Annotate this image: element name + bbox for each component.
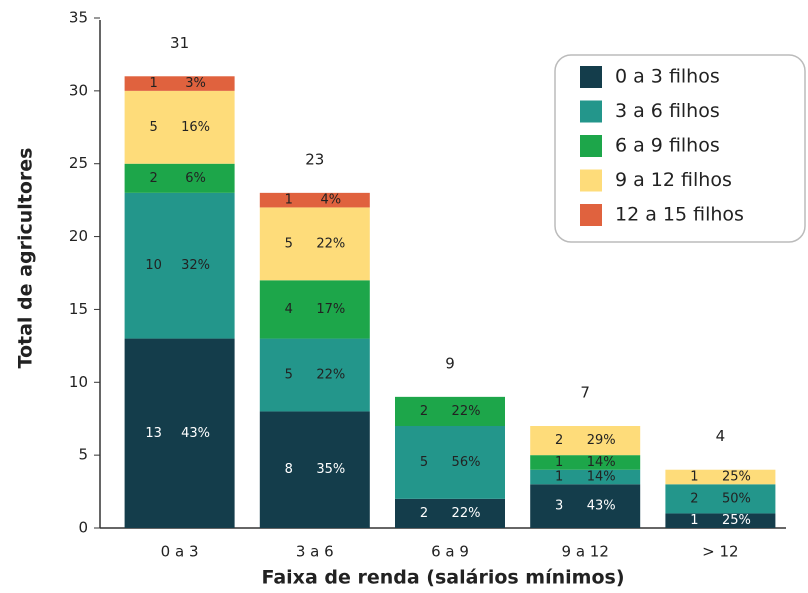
bar-segment xyxy=(124,163,235,193)
bar-total: 4 xyxy=(716,427,726,445)
y-tick-label: 5 xyxy=(78,446,88,464)
segment-share: 17% xyxy=(316,302,345,317)
bar-total: 7 xyxy=(580,384,590,402)
segment-share: 32% xyxy=(181,258,210,273)
bar-segment xyxy=(665,513,776,528)
segment-share: 16% xyxy=(181,120,210,135)
x-tick-label: 0 a 3 xyxy=(161,543,199,561)
y-tick-label: 0 xyxy=(78,519,88,537)
legend-swatch xyxy=(580,169,602,192)
y-tick-label: 10 xyxy=(69,373,88,391)
bar-segment xyxy=(530,426,641,456)
segment-share: 6% xyxy=(185,171,206,186)
bar-segment xyxy=(530,484,641,528)
segment-value: 2 xyxy=(555,433,563,448)
y-tick-label: 15 xyxy=(69,300,88,318)
legend-box xyxy=(554,54,806,243)
bar-segment xyxy=(124,192,235,339)
segment-value: 2 xyxy=(149,171,157,186)
segment-value: 1 xyxy=(690,470,698,485)
segment-value: 10 xyxy=(145,258,162,273)
y-tick-label: 35 xyxy=(69,9,88,27)
y-tick-label: 30 xyxy=(69,81,88,99)
bar-total: 23 xyxy=(305,150,324,168)
segment-share: 56% xyxy=(452,455,481,470)
x-tick-label: 9 a 12 xyxy=(562,543,609,561)
segment-value: 5 xyxy=(285,368,293,383)
segment-share: 14% xyxy=(587,470,616,485)
segment-share: 4% xyxy=(320,193,341,208)
bar-segment xyxy=(665,469,776,485)
segment-share: 25% xyxy=(722,513,751,528)
segment-value: 13 xyxy=(145,426,162,441)
bar-segment xyxy=(530,469,641,485)
segment-value: 4 xyxy=(285,302,293,317)
segment-share: 22% xyxy=(316,236,345,251)
bar-segment xyxy=(124,90,235,164)
segment-share: 22% xyxy=(452,404,481,419)
segment-value: 3 xyxy=(555,499,563,514)
segment-share: 22% xyxy=(316,368,345,383)
bar-segment xyxy=(395,498,505,528)
segment-value: 5 xyxy=(149,120,157,135)
bar-segment xyxy=(665,484,776,514)
segment-share: 50% xyxy=(722,491,751,506)
segment-share: 29% xyxy=(587,433,616,448)
segment-value: 5 xyxy=(285,236,293,251)
bar-segment xyxy=(395,396,505,426)
y-tick-label: 25 xyxy=(69,154,88,172)
segment-value: 1 xyxy=(690,513,698,528)
segment-share: 22% xyxy=(452,506,481,521)
x-tick-label: 3 a 6 xyxy=(296,543,334,561)
segment-value: 2 xyxy=(420,506,428,521)
bar-segment xyxy=(124,338,235,528)
segment-share: 14% xyxy=(587,455,616,470)
segment-value: 1 xyxy=(555,470,563,485)
bar-segment xyxy=(395,426,505,499)
bar-segment xyxy=(530,455,641,470)
bar-total: 31 xyxy=(170,34,189,52)
segment-share: 25% xyxy=(722,470,751,485)
segment-value: 8 xyxy=(285,462,293,477)
bar-segment xyxy=(124,76,235,91)
segment-value: 2 xyxy=(690,491,698,506)
y-axis-label: Total de agricultores xyxy=(15,148,37,369)
segment-value: 1 xyxy=(149,76,157,91)
legend-swatch xyxy=(580,100,602,123)
x-tick-label: 6 a 9 xyxy=(431,543,469,561)
segment-value: 1 xyxy=(285,193,293,208)
legend-swatch xyxy=(580,204,602,226)
segment-share: 35% xyxy=(316,462,345,477)
legend-label: 9 a 12 filhos xyxy=(615,169,732,191)
x-axis-label: Faixa de renda (salários mínimos) xyxy=(261,567,624,589)
legend-swatch xyxy=(580,135,602,157)
segment-share: 3% xyxy=(185,76,206,91)
segment-value: 2 xyxy=(420,404,428,419)
legend-label: 0 a 3 filhos xyxy=(615,66,720,88)
legend-label: 12 a 15 filhos xyxy=(615,204,744,226)
bar-segment xyxy=(259,207,370,281)
bar-total: 9 xyxy=(445,354,455,372)
bar-segment xyxy=(259,192,370,208)
segment-value: 1 xyxy=(555,455,563,470)
segment-value: 5 xyxy=(420,455,428,470)
legend-swatch xyxy=(580,66,602,88)
bar-segment xyxy=(259,280,370,339)
bar-segment xyxy=(259,338,370,412)
legend-label: 3 a 6 filhos xyxy=(615,100,720,122)
x-tick-label: > 12 xyxy=(702,543,738,561)
segment-share: 43% xyxy=(587,499,616,514)
y-tick-label: 20 xyxy=(69,227,88,245)
segment-share: 43% xyxy=(181,426,210,441)
bar-segment xyxy=(259,411,370,528)
legend-label: 6 a 9 filhos xyxy=(615,135,720,157)
